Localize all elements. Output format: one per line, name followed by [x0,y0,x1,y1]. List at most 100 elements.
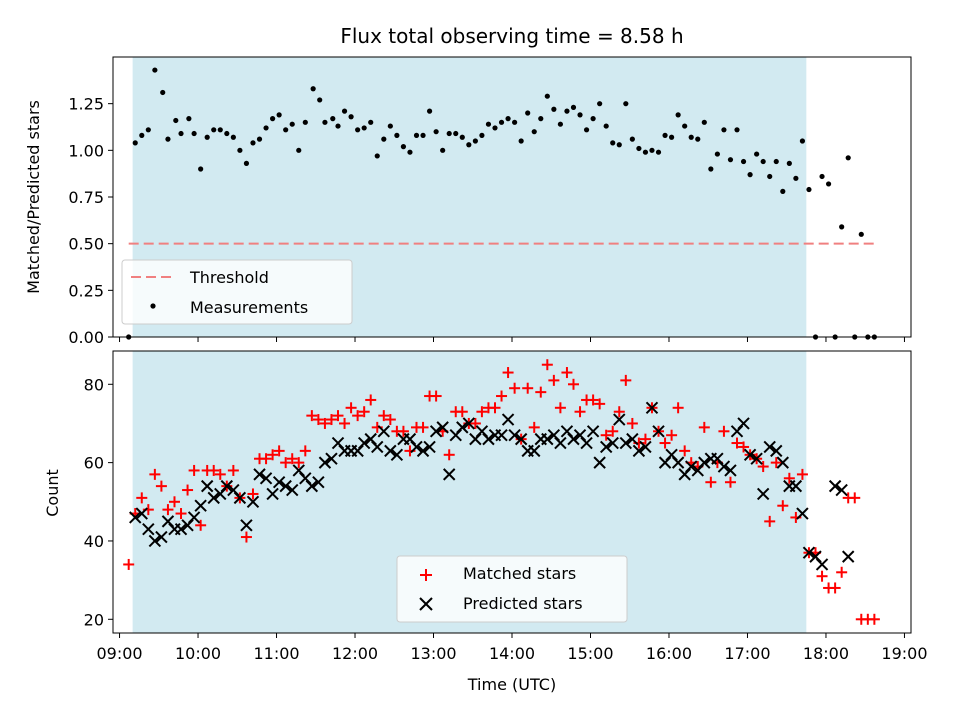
measurement-point [361,125,367,131]
measurement-point [799,138,806,144]
predicted-point [619,436,633,450]
measurement-point [727,157,734,163]
predicted-point [841,550,855,563]
x-tick-label: 15:00 [567,644,613,663]
matched-point [365,394,377,406]
x-axis-label: Time (UTC) [467,675,556,694]
matched-point [476,406,488,418]
matched-point [509,382,521,394]
x-tick-label: 11:00 [253,644,299,663]
count-legend: Matched stars Predicted stars [396,555,628,623]
measurement-point [629,136,635,142]
measurement-point [270,116,276,122]
x-tick-label: 17:00 [724,644,770,663]
measurement-point [173,117,179,124]
matched-point [659,437,671,449]
predicted-point [194,499,207,512]
predicted-point [286,483,299,497]
measurement-point [714,151,720,157]
predicted-point [436,421,449,434]
predicted-point [135,507,148,520]
matched-point [868,613,880,625]
predicted-point [423,440,436,454]
measurement-point [773,158,779,165]
measurement-point [623,101,629,107]
x-tick-label: 10:00 [175,644,221,663]
measurement-point [453,130,459,137]
predicted-point [371,440,384,454]
measurement-point [767,173,773,180]
ratio-panel: 0.00 0.25 0.50 0.75 1.00 1.25 Matched/Predict… [24,56,912,347]
measurement-point [669,134,675,140]
measurement-point [518,138,524,144]
predicted-point [541,432,554,446]
legend-predicted-label: Predicted stars [463,594,583,613]
predicted-point [632,444,646,458]
matched-point [299,445,311,457]
measurement-point [538,116,544,122]
predicted-point [756,487,770,501]
predicted-point [652,425,665,438]
y-tick-label: 0.50 [68,235,104,254]
measurement-point [688,134,694,140]
matched-point [600,429,612,441]
x-tick-label: 14:00 [489,644,535,663]
measurement-point [302,119,308,125]
matched-point [718,425,730,437]
measurement-point [780,188,786,194]
y-tick-label: 80 [84,375,104,394]
predicted-point [266,487,279,501]
predicted-point [325,452,338,465]
measurement-point [636,145,642,152]
predicted-point [279,479,292,493]
measurement-point [400,144,407,150]
predicted-point [796,507,809,520]
predicted-point [416,444,430,458]
legend-matched-swatch [420,569,432,581]
predicted-point [253,468,266,481]
predicted-point [495,429,508,442]
measurement-point [662,132,668,138]
measurement-point [505,116,511,122]
predicted-point [129,511,142,524]
predicted-point [599,440,613,454]
matched-point [796,468,808,480]
measurement-point [440,147,446,153]
predicted-point [789,479,803,493]
matched-point [666,429,678,441]
matched-point [280,457,292,469]
matched-point [836,566,848,578]
matched-point [443,449,455,461]
y-tick-label: 1.25 [68,95,104,114]
measurement-point [531,129,537,135]
measurement-point [544,93,550,99]
matched-point [567,378,579,390]
y-tick-label: 40 [84,532,104,551]
measurement-point [310,86,316,92]
y-tick-label: 60 [84,454,104,473]
predicted-point [233,491,247,505]
matched-point [849,492,861,504]
measurement-point [341,108,348,114]
predicted-point [357,436,371,450]
ratio-y-label: Matched/Predicted stars [24,100,43,294]
measurement-point [198,166,204,172]
measurement-point [655,149,662,155]
measurement-point [858,231,864,237]
measurement-point [217,127,223,133]
measurement-point [263,125,269,131]
matched-point [168,496,180,508]
predicted-point [763,440,776,454]
x-tick-label: 09:00 [96,644,142,663]
matched-point [626,417,638,429]
measurement-point [479,132,485,138]
measurement-point [498,119,505,125]
matched-point [535,386,547,398]
predicted-point [685,460,698,473]
matched-point [522,382,534,394]
matched-point [188,464,200,476]
measurement-point [139,132,145,138]
matched-point [783,472,795,484]
matched-point [195,519,207,531]
measurement-point [230,134,236,140]
